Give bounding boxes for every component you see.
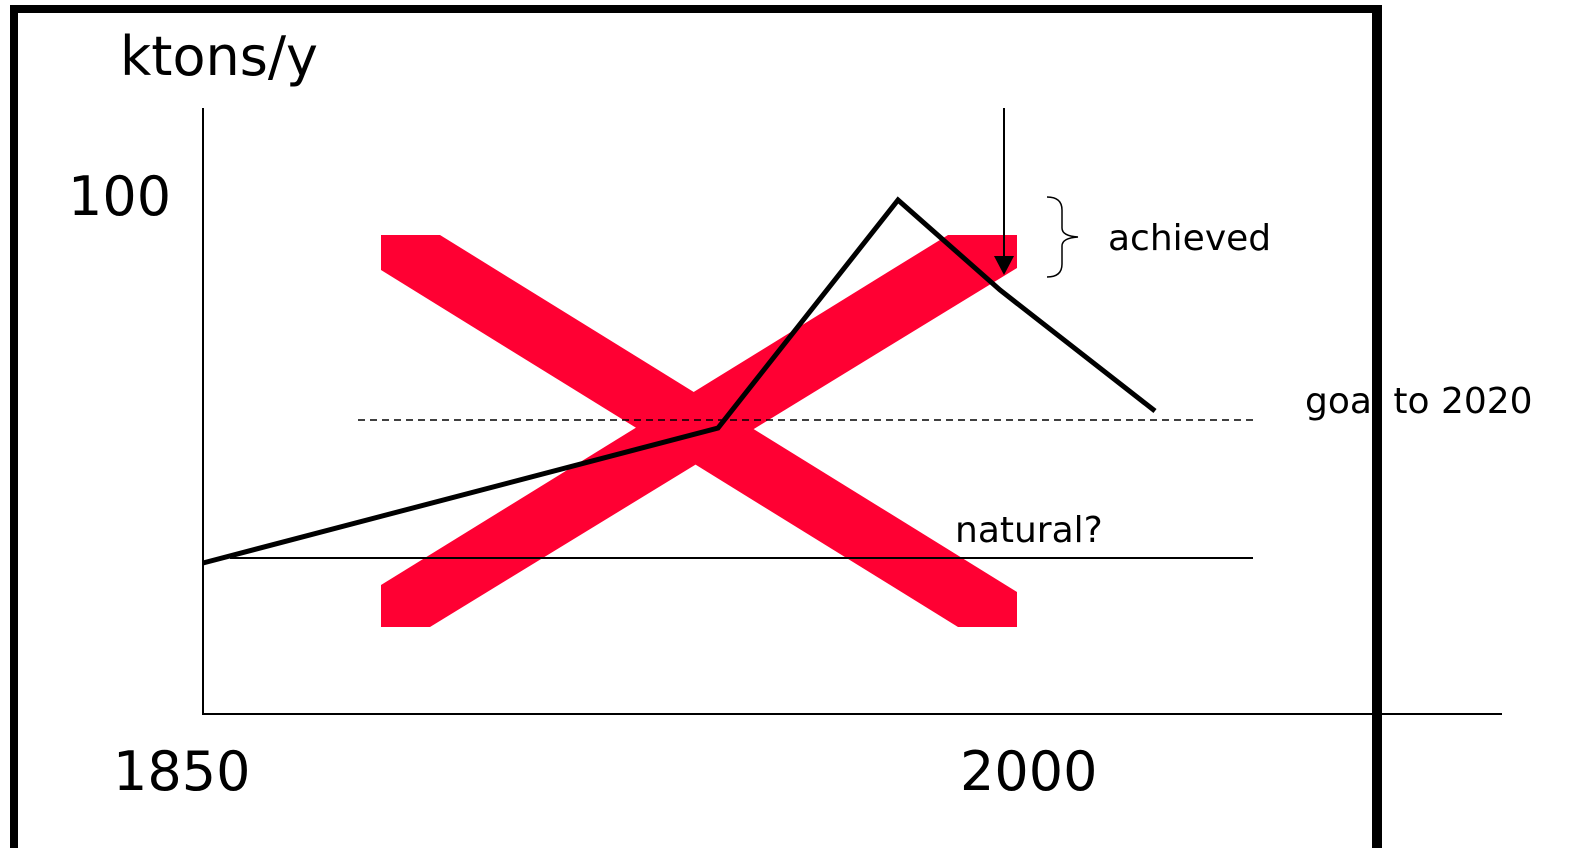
axis-label: ktons/y (120, 25, 318, 88)
arrow-head (994, 256, 1014, 275)
brace (1046, 196, 1079, 278)
x-tick-label: 1850 (113, 740, 250, 803)
annotation: achieved (1108, 218, 1271, 259)
y-tick-label: 100 (68, 165, 171, 228)
annotation: goal to 2020 (1305, 381, 1533, 422)
annotation: natural? (955, 510, 1103, 551)
emission-line (202, 196, 1157, 566)
x-tick-label: 2000 (960, 740, 1097, 803)
